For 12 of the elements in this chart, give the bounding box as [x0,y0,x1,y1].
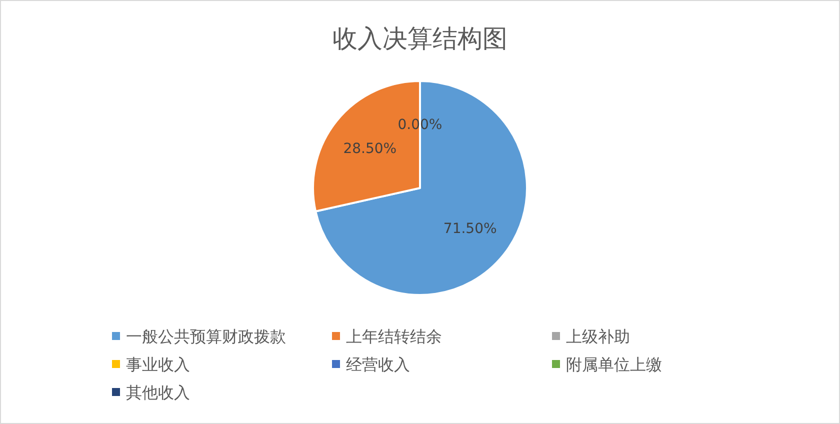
data-label: 71.50% [443,221,497,238]
legend-label: 上级补助 [566,327,630,346]
text: 0.00% [398,116,442,133]
data-label: 28.50% [343,140,397,157]
chart-title: 收入决算结构图 [332,24,508,53]
pie-slice [314,80,528,296]
legend-label: 附属单位上缴 [566,355,662,374]
legend-label: 其他收入 [126,383,190,402]
legend-label: 事业收入 [126,355,190,374]
legend-label: 经营收入 [346,355,410,374]
legend-label: 上年结转结余 [346,327,442,346]
legend-label: 一般公共预算财政拨款 [126,327,286,346]
